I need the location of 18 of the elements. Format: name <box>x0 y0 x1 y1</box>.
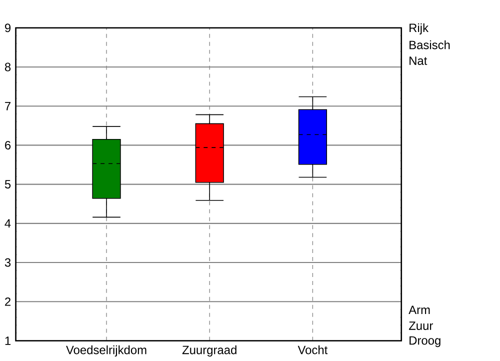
y-tick-label: 8 <box>4 62 11 72</box>
text: Zuur <box>408 322 433 330</box>
text: Basisch <box>410 40 450 50</box>
y-tick-label: 3 <box>4 258 11 267</box>
x-tick-label: Zuurgraad <box>182 345 236 357</box>
y-tick-label: 2 <box>5 297 10 306</box>
y-tick-label: 6 <box>5 140 11 150</box>
text: Rijk <box>410 23 429 34</box>
y-tick-label: 7 <box>5 102 10 110</box>
text: Arm <box>408 306 430 314</box>
x-tick-label: Voedselrijkdom <box>66 345 146 357</box>
x-tick-label: Vocht <box>298 345 328 354</box>
y-tick-label: 9 <box>5 24 11 32</box>
y-tick-label: 4 <box>4 219 11 228</box>
y-tick-label: 5 <box>4 180 11 188</box>
text: Nat <box>410 56 428 65</box>
y-tick-label: 1 <box>5 336 10 345</box>
text: Droog <box>410 336 440 348</box>
